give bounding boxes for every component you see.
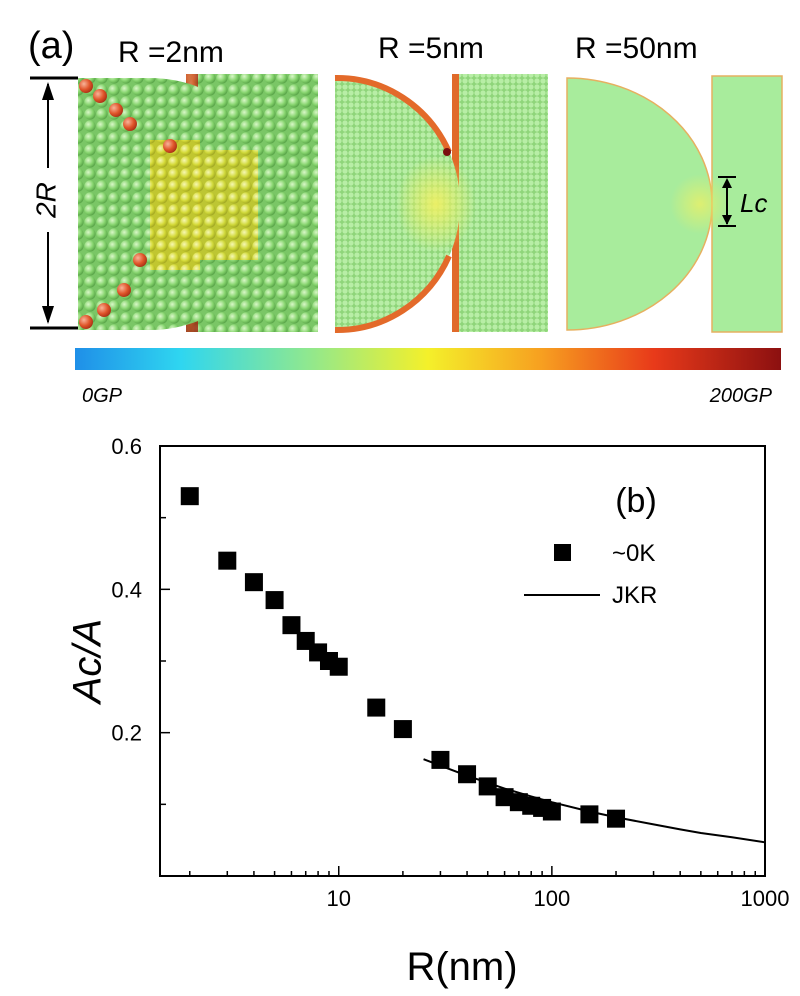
simulation-title: R =50nm <box>575 32 698 65</box>
panel-b-label: (b) <box>615 482 657 520</box>
x-tick-label: 100 <box>534 886 571 911</box>
x-tick-label: 10 <box>326 886 350 911</box>
data-point <box>329 657 348 676</box>
size-arrow-up <box>42 82 54 100</box>
data-point <box>580 805 599 824</box>
legend: ~0K JKR <box>524 540 657 609</box>
y-tick-label: 0.2 <box>111 721 142 746</box>
series-layer <box>180 487 766 844</box>
size-label: 2R <box>30 182 61 219</box>
contact-zone-substrate <box>198 150 258 260</box>
legend-marker-scatter <box>554 544 571 561</box>
x-axis-label: R(nm) <box>406 945 517 989</box>
simulation-title: R =2nm <box>118 36 224 69</box>
data-point <box>218 551 237 570</box>
y-tick-label: 0.6 <box>111 434 142 459</box>
nanoparticle-contact-zone <box>150 140 200 270</box>
surface-stress-atoms <box>79 79 177 329</box>
simulation-title: R =5nm <box>378 32 484 65</box>
data-point <box>495 788 514 807</box>
data-point <box>282 616 301 635</box>
panel-a-figure: (a) R =2nm 2R R =5nm <box>28 25 783 407</box>
ac-ratio-chart: 10 100 1000 0.2 0.4 0.6 (b) ~0K JKR R(nm) Ac… <box>66 434 790 989</box>
data-point <box>458 765 477 784</box>
size-arrow-down <box>42 306 54 324</box>
colorbar-min-label: 0GP <box>82 385 123 407</box>
data-point <box>265 591 284 610</box>
data-point <box>393 720 412 739</box>
peak-stress-atom <box>443 148 451 156</box>
contact-length-label: Lc <box>740 188 767 218</box>
contact-glow <box>670 174 730 234</box>
simulation-r5nm: R =5nm <box>334 32 548 334</box>
contact-glow <box>396 156 476 252</box>
data-point <box>244 573 263 592</box>
simulation-r2nm: R =2nm 2R <box>30 36 318 332</box>
data-point <box>431 750 450 769</box>
x-axis: 10 100 1000 <box>189 866 790 911</box>
panel-a-label: (a) <box>28 25 74 67</box>
data-point <box>478 777 497 796</box>
data-point <box>607 809 626 828</box>
plot-frame <box>159 445 766 877</box>
colorbar <box>75 348 781 370</box>
y-axis-label: Ac/A <box>66 619 110 705</box>
data-point <box>180 487 199 506</box>
colorbar-max-label: 200GP <box>709 385 773 407</box>
data-point <box>367 698 386 717</box>
data-point <box>542 802 561 821</box>
y-tick-label: 0.4 <box>111 577 142 602</box>
y-axis: 0.2 0.4 0.6 <box>111 434 170 806</box>
nanoparticle-surface <box>334 74 452 334</box>
x-tick-label: 1000 <box>741 886 790 911</box>
simulation-r50nm: R =50nm Lc <box>566 32 783 333</box>
legend-label-scatter: ~0K <box>612 540 655 567</box>
legend-label-line: JKR <box>612 582 657 609</box>
